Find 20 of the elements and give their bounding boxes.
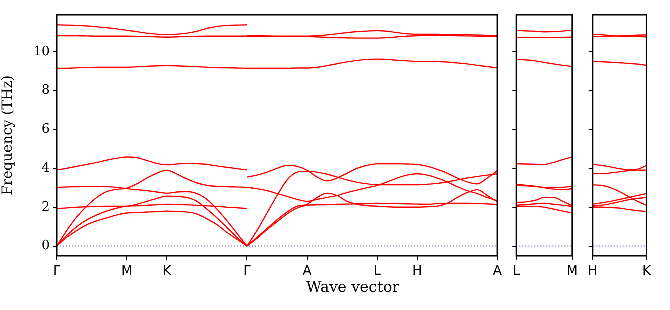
x-tick-label: M xyxy=(566,264,578,280)
y-tick-label: 10 xyxy=(33,44,50,60)
x-tick-label: K xyxy=(642,264,652,280)
x-axis-title: Wave vector xyxy=(305,278,401,296)
x-tick-label: L xyxy=(374,264,382,280)
y-tick-label: 4 xyxy=(42,160,50,176)
x-tick-label: Γ xyxy=(53,264,62,280)
x-tick-label: M xyxy=(121,264,133,280)
x-tick-label: H xyxy=(588,264,598,280)
x-tick-label: K xyxy=(162,264,172,280)
x-tick-label: Γ xyxy=(244,264,252,280)
x-tick-label: A xyxy=(302,264,312,280)
y-axis-title: Frequency (THz) xyxy=(0,75,16,196)
x-tick-label: H xyxy=(412,264,422,280)
y-tick-label: 6 xyxy=(42,122,50,138)
y-tick-label: 2 xyxy=(42,200,50,215)
y-tick-label: 8 xyxy=(42,83,50,98)
x-tick-label: A xyxy=(493,264,502,280)
y-tick-label: 0 xyxy=(42,238,50,254)
x-tick-label: L xyxy=(512,264,521,280)
